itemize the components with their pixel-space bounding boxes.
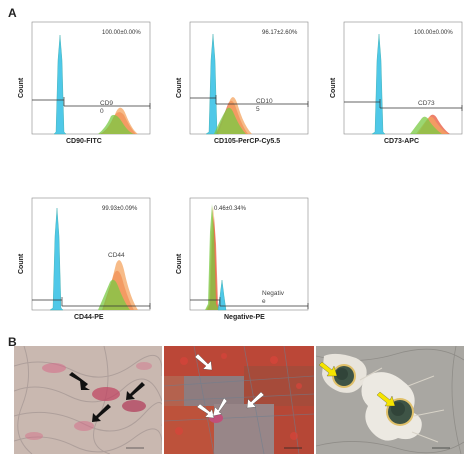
histogram-cd90: 100.00±0.00% CD9 0 CD90-FITC Count bbox=[18, 20, 152, 150]
y-axis-label: Count bbox=[330, 77, 337, 98]
isotype-peak bbox=[371, 33, 386, 135]
plot-frame bbox=[189, 197, 309, 311]
micrograph-osteogenic-image bbox=[14, 346, 162, 454]
plot-frame bbox=[189, 21, 309, 135]
black-arrow-icon bbox=[69, 372, 90, 390]
white-arrow-icon bbox=[194, 353, 213, 371]
x-axis-label: Negative-PE bbox=[224, 314, 265, 321]
positive-percentage: 100.00±0.00% bbox=[414, 30, 453, 36]
gate-label-line1: CD9 bbox=[100, 100, 114, 107]
histogram-negative: 0.46±0.34% Negativ e Negative-PE Count bbox=[176, 196, 310, 326]
histogram-cd105-canvas bbox=[189, 21, 309, 135]
x-axis-label: CD44-PE bbox=[74, 314, 104, 321]
white-arrow-icon bbox=[196, 403, 215, 419]
green-peak bbox=[98, 279, 130, 310]
isotype-peak bbox=[49, 207, 64, 311]
isotype-peak bbox=[205, 33, 220, 135]
x-axis-label: CD105-PerCP-Cy5.5 bbox=[214, 138, 281, 145]
isotype-peak bbox=[217, 279, 227, 311]
histogram-cd44: 99.93±0.09% CD44 CD44-PE Count bbox=[18, 196, 152, 326]
gate-label: CD9 0 bbox=[100, 100, 113, 116]
panel-label-b: B bbox=[8, 335, 17, 349]
histogram-negative-canvas bbox=[189, 197, 309, 311]
green-peak bbox=[214, 107, 246, 134]
gate-label: CD73 bbox=[418, 100, 435, 108]
black-arrow-icon bbox=[126, 382, 145, 400]
gate-label-line2: e bbox=[262, 298, 266, 305]
gate-label-line1: Negativ bbox=[262, 290, 285, 297]
green-peak bbox=[410, 116, 442, 134]
gate-label: CD44 bbox=[108, 252, 125, 260]
gate-label: Negativ e bbox=[262, 290, 284, 306]
micrograph-adipogenic bbox=[164, 346, 314, 454]
y-axis-label: Count bbox=[18, 77, 25, 98]
x-axis-label: CD90-FITC bbox=[66, 138, 102, 145]
white-arrow-icon bbox=[246, 391, 265, 409]
positive-percentage: 0.46±0.34% bbox=[214, 206, 246, 212]
histogram-cd44-canvas bbox=[31, 197, 151, 311]
gate-label-line1: CD44 bbox=[108, 252, 125, 259]
gate-label-line2: 0 bbox=[100, 108, 104, 115]
plot-frame bbox=[343, 21, 463, 135]
histogram-cd90-canvas bbox=[31, 21, 151, 135]
y-axis-label: Count bbox=[176, 77, 183, 98]
histogram-cd73: 100.00±0.00% CD73 CD73-APC Count bbox=[330, 20, 464, 150]
gate-label-line1: CD73 bbox=[418, 100, 435, 107]
green-peak bbox=[205, 204, 219, 310]
micrograph-osteogenic bbox=[14, 346, 162, 454]
plot-frame bbox=[31, 21, 151, 135]
panel-label-a: A bbox=[8, 6, 17, 20]
histogram-cd105: 96.17±2.60% CD10 5 CD105-PerCP-Cy5.5 Coun… bbox=[176, 20, 310, 150]
micrograph-adipogenic-image bbox=[164, 346, 314, 454]
gate-label: CD10 5 bbox=[256, 98, 273, 114]
plot-frame bbox=[31, 197, 151, 311]
yellow-arrow-icon bbox=[376, 391, 396, 407]
micrograph-chondrogenic-image bbox=[316, 346, 464, 454]
black-arrow-icon bbox=[92, 404, 111, 422]
isotype-peak bbox=[53, 34, 67, 135]
x-axis-label: CD73-APC bbox=[384, 138, 420, 145]
gate-label-line1: CD10 bbox=[256, 98, 273, 105]
white-arrow-icon bbox=[212, 397, 228, 417]
micrograph-chondrogenic bbox=[316, 346, 464, 454]
y-axis-label: Count bbox=[176, 253, 183, 274]
yellow-arrow-icon bbox=[318, 361, 338, 377]
y-axis-label: Count bbox=[18, 253, 25, 274]
positive-percentage: 100.00±0.00% bbox=[102, 30, 141, 36]
positive-percentage: 99.93±0.09% bbox=[102, 206, 138, 212]
green-peak bbox=[98, 114, 134, 134]
histogram-cd73-canvas bbox=[343, 21, 463, 135]
positive-percentage: 96.17±2.60% bbox=[262, 30, 298, 36]
gate-label-line2: 5 bbox=[256, 106, 260, 113]
